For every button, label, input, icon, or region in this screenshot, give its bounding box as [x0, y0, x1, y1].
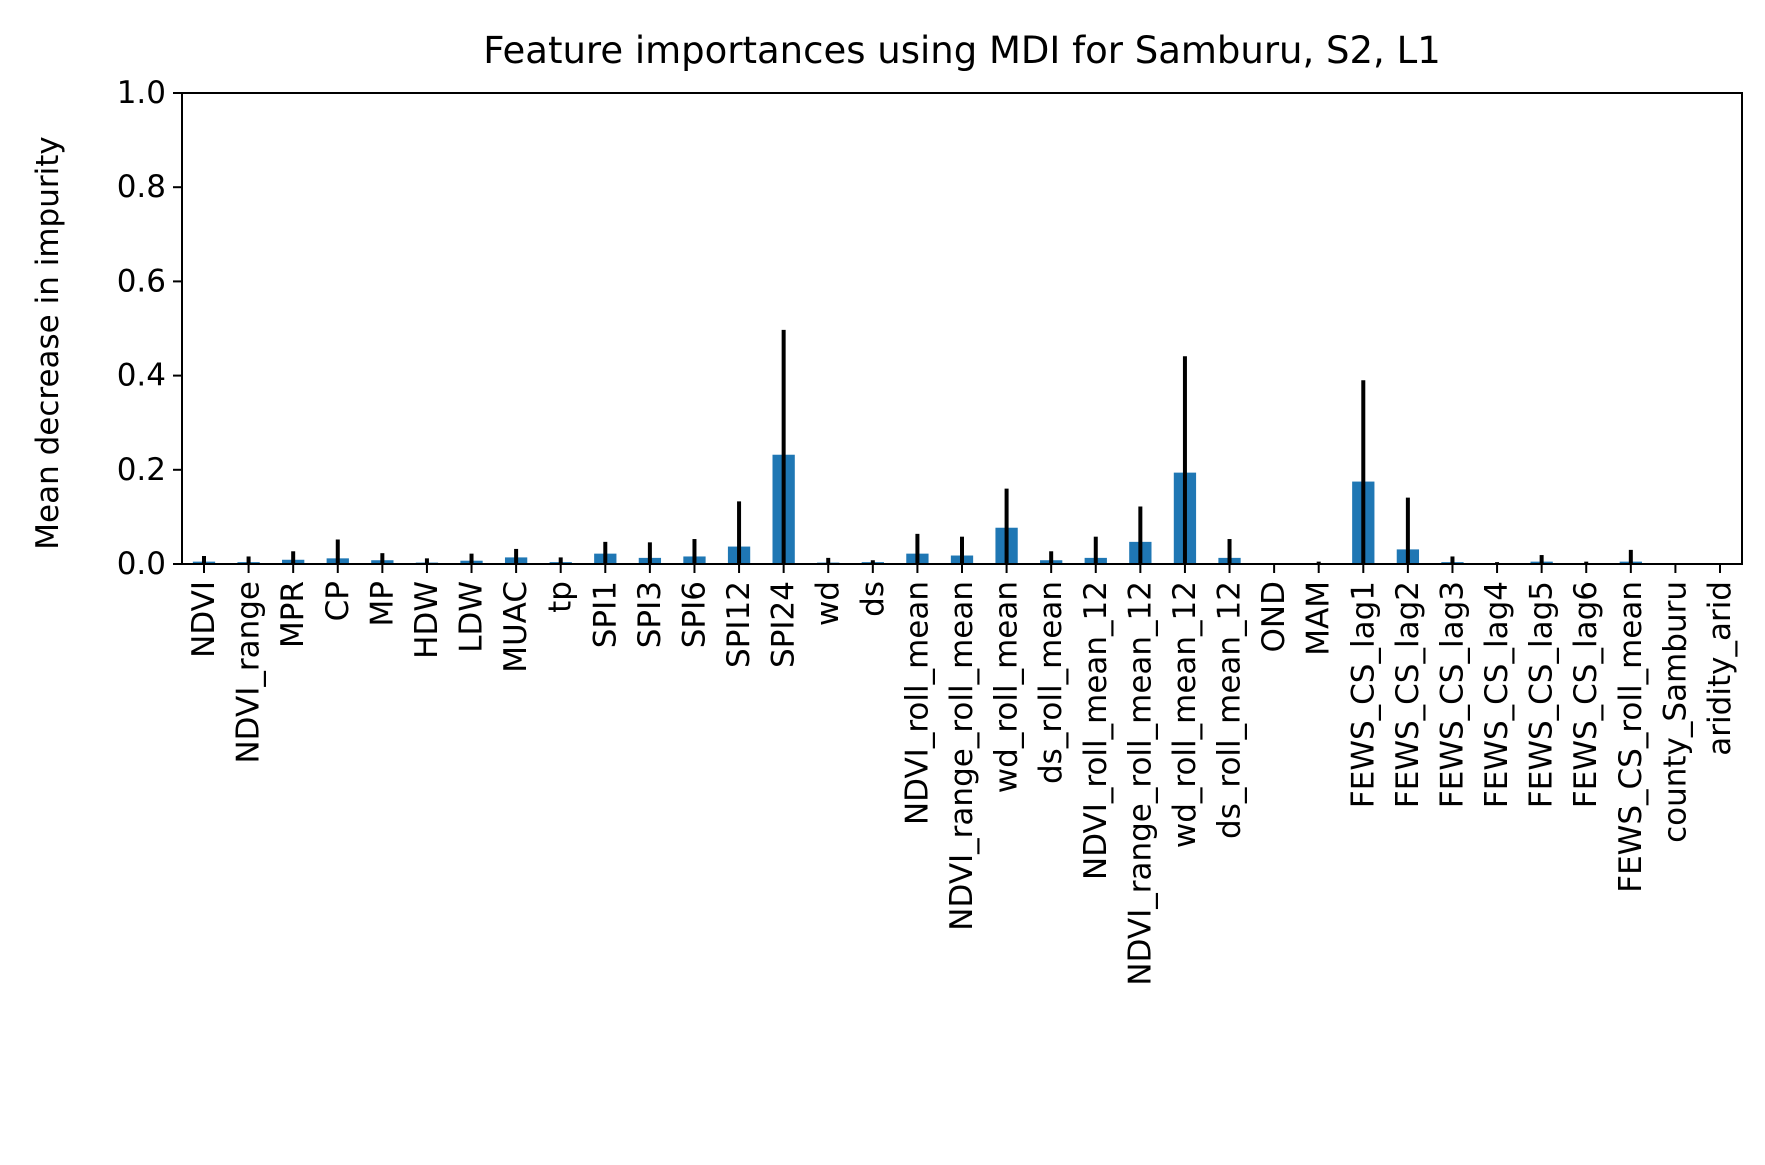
x-tick-label: ds_roll_mean_12: [1212, 581, 1248, 839]
x-tick-label: LDW: [454, 581, 490, 653]
x-tick-label: NDVI_roll_mean: [899, 581, 935, 825]
x-tick-label: MP: [364, 581, 400, 626]
x-tick-label: SPI24: [766, 581, 802, 668]
plot-frame: [181, 92, 1743, 565]
y-axis: 0.0 0.2 0.4 0.6 0.8 1.0: [117, 75, 182, 582]
x-tick-label: ds: [855, 581, 891, 617]
y-tick-label: 0.8: [117, 169, 166, 205]
x-tick-label: OND: [1256, 581, 1292, 652]
x-tick-label: FEWS_CS_roll_mean: [1613, 581, 1649, 893]
x-tick-label: wd: [810, 581, 846, 626]
x-tick-label: aridity_arid: [1702, 581, 1738, 756]
x-tick-label: tp: [543, 581, 579, 613]
chart-title: Feature importances using MDI for Sambur…: [483, 29, 1440, 72]
y-tick-label: 0.0: [117, 546, 166, 582]
x-tick-label: SPI3: [632, 581, 668, 648]
x-tick-label: NDVI: [186, 581, 222, 658]
y-axis-label: Mean decrease in impurity: [30, 136, 66, 549]
x-tick-label: NDVI_range: [231, 581, 267, 764]
y-tick-label: 0.6: [117, 263, 166, 299]
x-tick-label: NDVI_range_roll_mean: [944, 581, 980, 931]
x-tick-label: MAM: [1301, 581, 1337, 656]
x-tick-label: NDVI_roll_mean_12: [1078, 581, 1114, 880]
y-tick-label: 0.2: [117, 452, 166, 488]
x-tick-label: MPR: [275, 581, 311, 648]
error-bars-layer: [202, 329, 1633, 564]
x-tick-label: FEWS_CS_lag6: [1568, 581, 1604, 808]
x-tick-label: wd_roll_mean_12: [1167, 581, 1203, 848]
x-tick-label: SPI1: [587, 581, 623, 648]
x-tick-label: FEWS_CS_lag2: [1390, 581, 1426, 808]
x-tick-label: SPI12: [721, 581, 757, 668]
x-tick-label: FEWS_CS_lag3: [1434, 581, 1470, 808]
x-axis: NDVI NDVI_range MPR CP MP HDW LDW MUAC tp SPI1 SPI…: [186, 564, 1738, 986]
x-tick-label: MUAC: [498, 581, 534, 673]
x-tick-label: FEWS_CS_lag4: [1479, 581, 1515, 808]
x-tick-label: SPI6: [676, 581, 712, 648]
y-tick-label: 0.4: [117, 358, 166, 394]
x-tick-label: FEWS_CS_lag5: [1524, 581, 1560, 808]
x-tick-label: CP: [320, 581, 356, 621]
x-tick-label: NDVI_range_roll_mean_12: [1122, 581, 1158, 986]
x-tick-label: county_Samburu: [1657, 581, 1693, 843]
y-tick-label: 1.0: [117, 75, 166, 111]
x-tick-label: HDW: [409, 581, 445, 659]
x-tick-label: wd_roll_mean: [989, 581, 1025, 793]
x-tick-label: ds_roll_mean: [1033, 581, 1069, 784]
x-tick-label: FEWS_CS_lag1: [1345, 581, 1381, 808]
